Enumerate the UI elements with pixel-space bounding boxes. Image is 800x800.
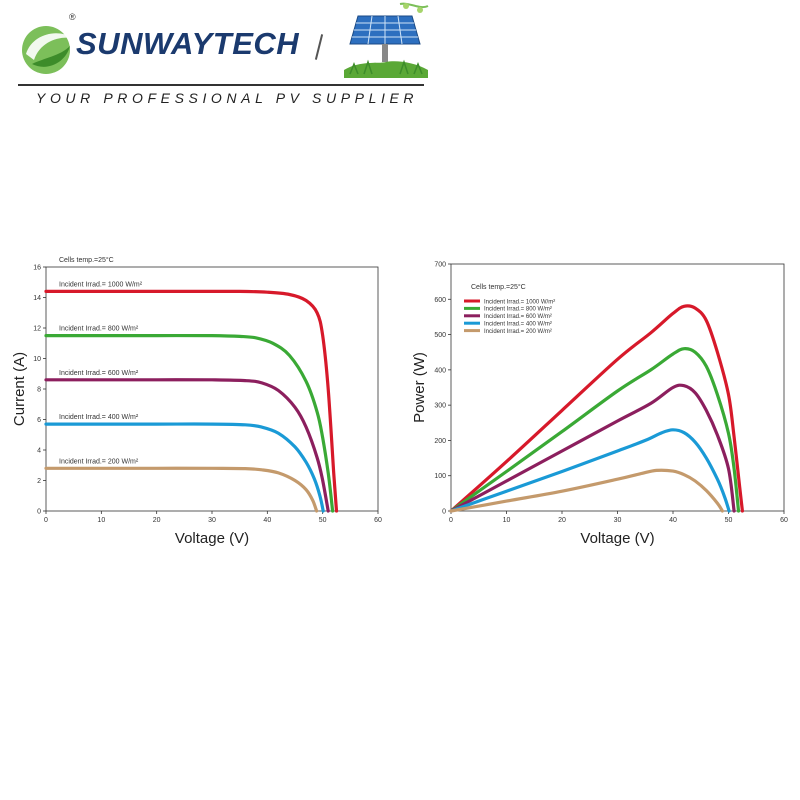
series-line [44, 378, 330, 513]
series-line [44, 289, 339, 513]
brand-name: SUNWAYTECH [76, 26, 300, 61]
y-tick-label: 200 [434, 438, 446, 445]
series-line [449, 347, 741, 513]
pv-chart-svg: 0 10 20 30 40 50 600100200300400500600700Volta… [411, 262, 788, 548]
series-label: Incident Irrad.= 600 W/m² [59, 370, 139, 377]
y-tick-label: 500 [434, 332, 446, 339]
temperature-note: Cells temp.=25°C [471, 283, 526, 291]
x-tick-label: 10 [97, 517, 105, 524]
brand-header: ® SUNWAYTECH YOUR PROFESSIONAL PV SUPPLI… [0, 0, 800, 120]
x-tick-label: 30 [614, 517, 622, 524]
series-line [44, 422, 325, 513]
y-tick-label: 2 [37, 478, 41, 485]
x-axis-title: Voltage (V) [175, 530, 249, 547]
x-tick-label: 40 [669, 517, 677, 524]
logo-mark-icon [22, 26, 72, 74]
x-tick-label: 0 [44, 517, 48, 524]
series-line [449, 428, 731, 513]
x-tick-label: 40 [263, 517, 271, 524]
x-tick-label: 50 [319, 517, 327, 524]
x-tick-label: 30 [208, 517, 216, 524]
y-tick-label: 4 [37, 448, 41, 455]
legend-label: Incident Irrad.= 400 W/m² [484, 322, 552, 328]
legend-label: Incident Irrad.= 800 W/m² [484, 307, 552, 313]
series-label: Incident Irrad.= 1000 W/m² [59, 281, 143, 288]
y-tick-label: 0 [37, 509, 41, 516]
x-tick-label: 20 [153, 517, 161, 524]
y-tick-label: 0 [442, 509, 446, 516]
y-tick-label: 400 [434, 367, 446, 374]
x-tick-label: 50 [725, 517, 733, 524]
y-tick-label: 600 [434, 297, 446, 304]
series-line [44, 333, 335, 513]
legend-label: Incident Irrad.= 600 W/m² [484, 314, 552, 320]
legend-label: Incident Irrad.= 200 W/m² [484, 329, 552, 335]
x-tick-label: 10 [503, 517, 511, 524]
y-tick-label: 100 [434, 473, 446, 480]
temperature-note: Cells temp.=25°C [59, 256, 114, 264]
y-tick-label: 16 [33, 265, 41, 272]
y-tick-label: 14 [33, 295, 41, 302]
iv-chart-svg: 0 10 20 30 40 50 60 0 2 4 6 8 10 12 14 16 Voltage (V) Cur… [11, 256, 382, 547]
y-tick-label: 8 [37, 387, 41, 394]
y-axis-title: Current (A) [11, 352, 28, 426]
series-label: Incident Irrad.= 200 W/m² [59, 458, 139, 465]
series-line [449, 383, 736, 513]
y-tick-label: 700 [434, 262, 446, 269]
pv-chart: 0 10 20 30 40 50 60 0 100 200 300 400 500 600 700 Volta… [400, 245, 800, 565]
series-line [449, 468, 724, 513]
x-tick-label: 0 [449, 517, 453, 524]
y-axis-title: Power (W) [411, 352, 428, 423]
y-tick-label: 12 [33, 326, 41, 333]
x-tick-label: 60 [374, 517, 382, 524]
header-divider [314, 34, 324, 60]
solar-panel-icon [344, 2, 429, 78]
x-tick-label: 60 [780, 517, 788, 524]
registered-mark: ® [69, 12, 76, 22]
series-label: Incident Irrad.= 800 W/m² [59, 326, 139, 333]
legend-label: Incident Irrad.= 1000 W/m² [484, 299, 555, 305]
tagline: YOUR PROFESSIONAL PV SUPPLIER [36, 90, 419, 106]
iv-chart: 0 10 20 30 40 50 60 0 2 4 6 8 10 12 14 16 Voltage (V) Cur… [0, 245, 400, 565]
y-tick-label: 300 [434, 403, 446, 410]
header-rule [18, 84, 424, 86]
y-tick-label: 10 [33, 356, 41, 363]
y-tick-label: 6 [37, 417, 41, 424]
x-tick-label: 20 [558, 517, 566, 524]
series-line [449, 304, 744, 513]
series-line [44, 466, 319, 513]
series-label: Incident Irrad.= 400 W/m² [59, 414, 139, 421]
x-axis-title: Voltage (V) [580, 530, 654, 547]
